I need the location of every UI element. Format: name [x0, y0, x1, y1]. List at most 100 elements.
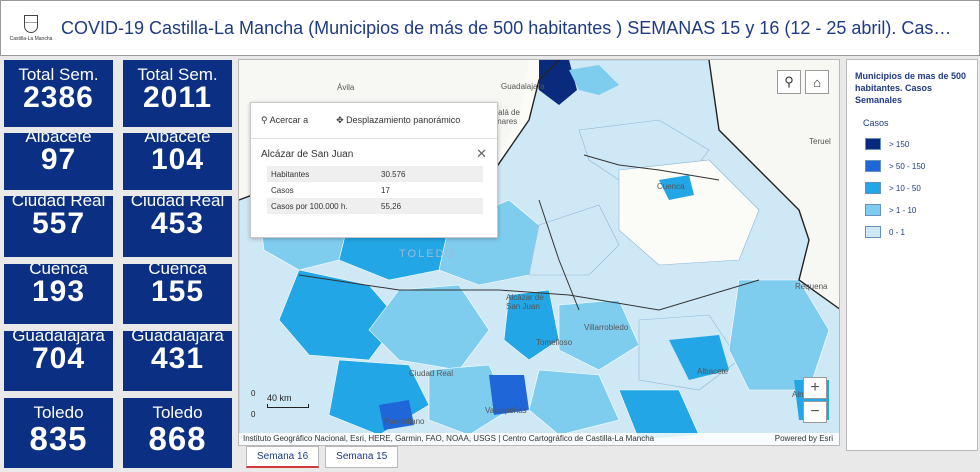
- tile-guadalajara-sem15: Guadalajara 431: [123, 331, 232, 391]
- attribution-text: Instituto Geográfico Nacional, Esri, HER…: [243, 434, 655, 443]
- legend-item: > 50 - 150: [865, 160, 969, 172]
- tile-toledo-sem15: Toledo 868: [123, 398, 232, 468]
- pan-action[interactable]: ✥ Desplazamiento panorámico: [336, 115, 461, 125]
- tile-cuenca-sem15: Cuenca 155: [123, 264, 232, 324]
- attr-value: 30.576: [381, 169, 406, 179]
- legend-item: 0 - 1: [865, 226, 969, 238]
- tile-label: Guadalajara: [12, 331, 105, 345]
- tile-value: 104: [150, 143, 205, 176]
- place-label: Tomelloso: [536, 338, 573, 347]
- tile-label: Guadalajara: [131, 331, 224, 345]
- place-label: Alcázar de San Juan: [506, 293, 544, 311]
- legend-label: > 10 - 50: [889, 183, 921, 193]
- powered-by-esri[interactable]: Powered by Esri: [774, 434, 833, 443]
- tile-label: Toledo: [33, 403, 84, 422]
- attr-value: 17: [381, 185, 390, 195]
- crest-icon: [24, 14, 38, 33]
- zoom-to-action[interactable]: ⚲ Acercar a: [261, 115, 309, 125]
- home-icon[interactable]: ⌂: [805, 70, 829, 94]
- table-row: Casos 17: [267, 182, 483, 198]
- legend-title: Municipios de mas de 500 habitantes. Cas…: [855, 71, 967, 105]
- popup-title: Alcázar de San Juan: [261, 149, 354, 160]
- tile-label: Cuenca: [148, 264, 207, 278]
- scale-bar: 40 km: [267, 393, 309, 408]
- scale-line: [267, 404, 309, 408]
- tile-value: 97: [40, 143, 77, 176]
- place-label: Teruel: [809, 137, 831, 146]
- tile-value: 557: [31, 207, 86, 240]
- place-label: TOLEDO: [399, 248, 457, 260]
- tile-value: 193: [31, 275, 86, 308]
- attr-value: 55,26: [381, 201, 402, 211]
- table-row: Casos por 100.000 h. 55,26: [267, 198, 483, 214]
- tile-ciudadreal-sem16: Ciudad Real 557: [4, 196, 113, 257]
- legend-item: > 150: [865, 138, 969, 150]
- tile-value: 868: [148, 420, 207, 457]
- legend-item: > 10 - 50: [865, 182, 969, 194]
- place-label: Ciudad Real: [409, 369, 454, 378]
- tile-label: Total Sem.: [18, 65, 99, 84]
- zoom-out-button[interactable]: −: [803, 401, 827, 423]
- pan-label: Desplazamiento panorámico: [346, 115, 461, 125]
- place-label: Ávila: [337, 83, 355, 92]
- week-tabs: Semana 16 Semana 15: [246, 446, 404, 468]
- tab-semana-16[interactable]: Semana 16: [246, 446, 320, 468]
- popup-title-row: Alcázar de San Juan ✕: [251, 139, 497, 166]
- place-label: Puertollano: [384, 417, 425, 426]
- tile-toledo-sem16: Toledo 835: [4, 398, 113, 468]
- tile-value: 453: [150, 207, 205, 240]
- legend-swatch: [865, 160, 881, 172]
- tile-total-sem16: Total Sem. 2386: [4, 60, 113, 127]
- attr-key: Habitantes: [271, 169, 310, 179]
- attr-key: Casos: [271, 185, 294, 195]
- tile-value: 155: [150, 275, 205, 308]
- zoom-to-label: Acercar a: [269, 115, 309, 125]
- table-row: Habitantes 30.576: [267, 166, 483, 182]
- legend-swatch: [865, 226, 881, 238]
- tile-value: 431: [150, 342, 205, 375]
- dashboard-header: Castilla-La Mancha COVID-19 Castilla-La …: [0, 0, 980, 56]
- legend-label: > 150: [889, 139, 910, 149]
- tile-label: Ciudad Real: [130, 196, 225, 210]
- popup-attributes: Habitantes 30.576 Casos 17 Casos por 100…: [267, 166, 483, 214]
- legend-swatch: [865, 204, 881, 216]
- choropleth-map[interactable]: Ávila Guadalajara Alcalá de Henares Teru…: [238, 59, 840, 446]
- tile-albacete-sem16: Albacete 97: [4, 133, 113, 190]
- tile-value: 2011: [142, 81, 213, 114]
- tile-value: 835: [29, 420, 88, 457]
- legend-label: > 50 - 150: [889, 161, 926, 171]
- feature-popup: ⚲ Acercar a ✥ Desplazamiento panorámico …: [250, 102, 498, 238]
- place-label: Albacete: [697, 367, 729, 376]
- place-label: Valdepeñas: [485, 406, 527, 415]
- legend-swatch: [865, 138, 881, 150]
- tile-value: 2386: [23, 81, 94, 114]
- popup-toolbar: ⚲ Acercar a ✥ Desplazamiento panorámico: [251, 103, 497, 139]
- scale-zero-b: 0: [251, 410, 256, 419]
- tab-semana-15[interactable]: Semana 15: [325, 446, 399, 468]
- zoom-in-button[interactable]: +: [803, 377, 827, 399]
- tile-total-sem15: Total Sem. 2011: [123, 60, 232, 127]
- legend-subtitle: Casos: [863, 118, 889, 128]
- map-attribution: Instituto Geográfico Nacional, Esri, HER…: [239, 433, 839, 445]
- legend-label: > 1 - 10: [889, 205, 917, 215]
- tile-guadalajara-sem16: Guadalajara 704: [4, 331, 113, 391]
- legend-label: 0 - 1: [889, 227, 906, 237]
- close-icon[interactable]: ✕: [476, 146, 487, 161]
- clm-logo: Castilla-La Mancha: [9, 6, 53, 50]
- tile-label: Total Sem.: [137, 65, 218, 84]
- tile-value: 704: [31, 342, 86, 375]
- search-icon[interactable]: ⚲: [777, 70, 801, 94]
- tile-label: Cuenca: [29, 264, 88, 278]
- place-label: Cuenca: [657, 182, 685, 191]
- tile-label: Albacete: [144, 133, 211, 146]
- legend-item: > 1 - 10: [865, 204, 969, 216]
- place-label: Guadalajara: [501, 82, 545, 91]
- legend-swatch: [865, 182, 881, 194]
- place-label: Villarrobledo: [584, 323, 629, 332]
- tile-cuenca-sem16: Cuenca 193: [4, 264, 113, 324]
- attr-key: Casos por 100.000 h.: [271, 201, 348, 211]
- place-label: Requena: [795, 282, 828, 291]
- dashboard-title: COVID-19 Castilla-La Mancha (Municipios …: [61, 17, 961, 38]
- map-legend: Municipios de mas de 500 habitantes. Cas…: [846, 59, 978, 451]
- logo-text: Castilla-La Mancha: [9, 35, 53, 42]
